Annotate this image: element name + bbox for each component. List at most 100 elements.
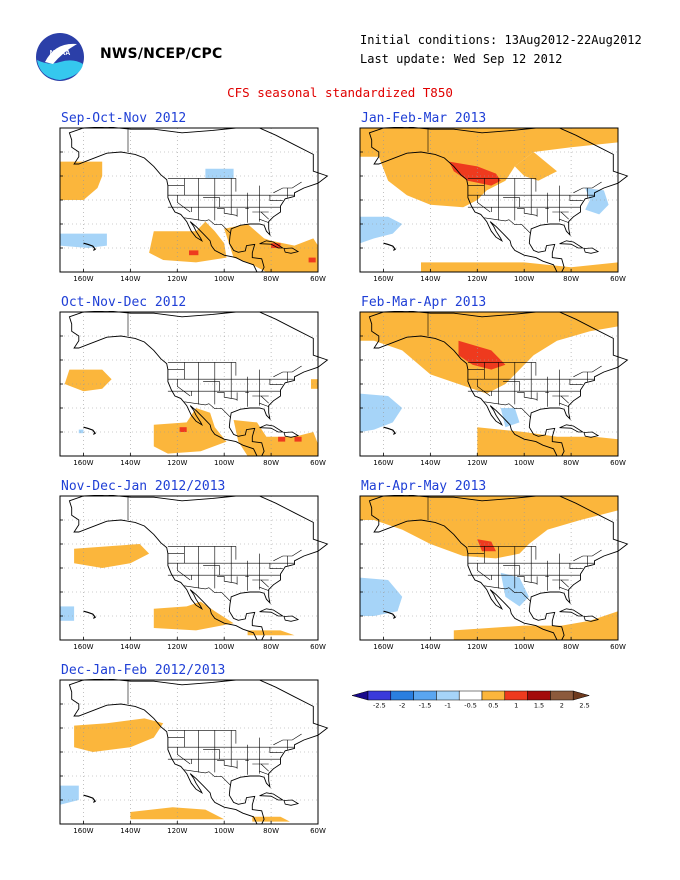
state-border [569,379,583,385]
anomaly-region [74,544,150,568]
anomaly-region [294,436,302,442]
lon-label: 80W [263,643,279,651]
last-update: Last update: Wed Sep 12 2012 [360,52,563,66]
state-border [217,576,238,584]
state-border [269,379,283,385]
anomaly-map: 70N60N50N40N30N20N10N160W140W120W100W80W… [359,311,629,467]
state-border [269,747,283,753]
hispaniola-coastline [583,247,600,254]
grid [60,128,318,272]
hispaniola-coastline [583,431,600,438]
state-border [559,586,569,591]
coastline [368,127,629,273]
anomaly-region [449,161,501,186]
map-panel-fma-2013: Feb-Mar-Apr 2013 70N60N50N40N30N20N10N16… [358,295,658,467]
legend-label: -0.5 [464,702,477,710]
anomaly-region [130,807,225,820]
legend-swatch [550,690,574,701]
lon-label: 60W [310,643,326,651]
cuba-coastline [259,424,285,433]
anomaly-region [278,436,286,442]
anomaly-region [78,429,84,434]
legend-arrow-high [572,690,591,701]
lon-label: 60W [310,275,326,283]
state-border [184,217,231,234]
state-border [217,208,238,216]
state-border [269,563,283,569]
lon-label: 100W [514,275,534,283]
state-border [517,392,538,400]
state-border [203,749,220,760]
legend-swatch [390,690,414,701]
state-border [517,576,538,584]
lon-label: 100W [214,459,234,467]
state-border [517,208,538,216]
legend-label: -1.5 [419,702,432,710]
lon-label: 160W [73,643,93,651]
grid [60,312,318,456]
state-border [217,760,238,768]
coastline [368,311,629,457]
hawaii [83,426,97,435]
coastline [68,311,329,457]
legend-label: 2.5 [579,702,589,710]
lon-label: 120W [167,827,187,835]
anomaly-map: 70N60N50N40N30N20N10N160W140W120W100W80W… [59,679,329,835]
legend-swatch [504,690,528,701]
state-border [503,197,520,208]
lon-label: 80W [263,827,279,835]
state-border [203,381,220,392]
anomaly-map: 70N60N50N40N30N20N10N160W140W120W100W80W… [359,127,629,283]
panel-title: Dec-Jan-Feb 2012/2013 [61,663,226,678]
state-border [503,565,520,576]
state-border [184,401,231,418]
panel-title: Jan-Feb-Mar 2013 [361,111,487,126]
anomaly-region [585,188,609,215]
lon-label: 160W [73,459,93,467]
state-border [259,218,269,223]
state-border [484,217,531,234]
state-border [484,585,531,602]
anomaly-region [500,408,520,428]
cuba-coastline [559,608,585,617]
state-border [259,402,269,407]
anomaly-region [360,496,618,559]
state-border [477,563,491,581]
hispaniola-coastline [283,615,300,622]
hispaniola-coastline [583,615,600,622]
anomaly-region [153,408,227,454]
hawaii [83,610,97,619]
anomaly-region [205,168,234,179]
hispaniola-coastline [283,247,300,254]
coastline [68,495,329,641]
figure-title: CFS seasonal standardized T850 [227,85,453,100]
anomaly-region [477,427,618,456]
coastline [368,495,629,641]
anomaly-region [477,539,496,552]
lon-label: 140W [120,827,140,835]
lon-label: 100W [214,643,234,651]
map-panel-ndj-2013: Nov-Dec-Jan 2012/2013 70N60N50N40N30N20N… [58,479,358,651]
cuba-coastline [259,792,285,801]
map-panel-son-2012: Sep-Oct-Nov 2012 70N60N50N40N30N20N10N16… [58,111,358,283]
state-border [177,195,191,213]
lon-label: 120W [467,643,487,651]
cuba-coastline [259,240,285,249]
legend-label: 0.5 [488,702,498,710]
map-panel-mam-2013: Mar-Apr-May 2013 70N60N50N40N30N20N10N16… [358,479,658,651]
anomaly-region [360,577,403,616]
state-border [260,763,269,772]
lon-label: 60W [310,459,326,467]
color-legend: -2.5 -2 -1.5 -1 -0.5 0.5 1 1.5 2 2.5 [351,690,591,710]
lon-label: 160W [73,827,93,835]
legend-arrow-low [351,690,369,701]
state-border [184,585,231,602]
lon-label: 140W [420,459,440,467]
cuba-coastline [559,424,585,433]
anomaly-region [308,257,316,263]
anomaly-region [514,152,557,181]
map-panel-jfm-2013: Jan-Feb-Mar 2013 70N60N50N40N30N20N10N16… [358,111,658,283]
state-border [484,401,531,418]
panel-title: Mar-Apr-May 2013 [361,479,487,494]
anomaly-region [233,420,318,456]
